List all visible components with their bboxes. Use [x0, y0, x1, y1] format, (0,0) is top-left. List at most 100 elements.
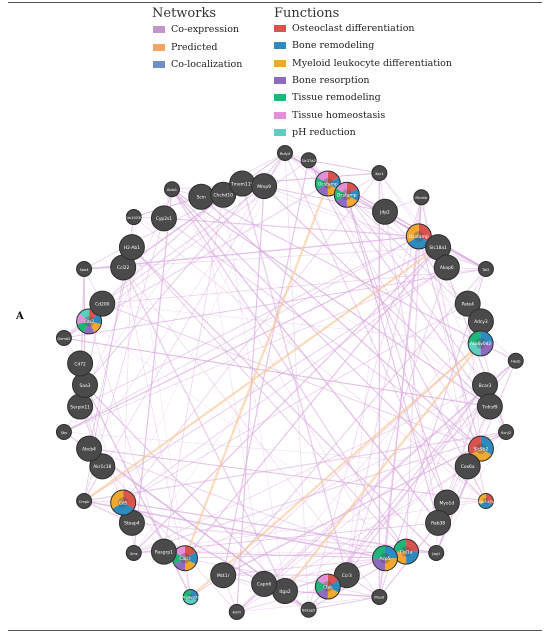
coexpression-edge: [346, 197, 422, 576]
coexpression-edge: [88, 321, 407, 552]
gene-label: Cmpk: [79, 500, 90, 504]
coexpression-edge: [102, 268, 486, 305]
coexpression-edge: [122, 267, 191, 598]
coexpression-edge: [284, 466, 468, 592]
coexpression-edge: [236, 360, 517, 613]
coexpression-edge: [133, 246, 439, 554]
coexpression-edge: [122, 172, 380, 503]
gene-node: Sms: [125, 544, 142, 561]
coexpression-edge: [222, 431, 507, 576]
coexpression-edge: [163, 551, 386, 559]
coexpression-edge: [133, 217, 191, 597]
coexpression-edge: [346, 194, 439, 523]
gene-label: Mmp9: [257, 184, 271, 190]
coexpression-edge: [131, 246, 437, 554]
coexpression-edge: [405, 343, 482, 552]
gene-label: Nckap5: [302, 609, 315, 613]
coexpression-edge: [63, 431, 468, 467]
gene-node: Tmem119: [229, 170, 256, 197]
function-slice: [327, 580, 341, 593]
gene-node: Pate4: [454, 290, 481, 317]
gene-label: Saa3: [80, 383, 91, 389]
gene-node: Capn6: [251, 570, 278, 597]
coexpression-edge: [84, 194, 224, 386]
coexpression-edge: [122, 267, 380, 598]
top-border: [8, 2, 542, 3]
function-slice: [372, 545, 385, 559]
gene-label: Saa4: [80, 268, 90, 272]
gene-node: Rasgrp1: [150, 538, 177, 565]
gene-node: Scin: [188, 183, 215, 210]
coexpression-edge: [63, 267, 447, 433]
coexpression-edge: [346, 267, 448, 576]
gene-label: Rufy4: [280, 152, 291, 156]
coexpression-edge: [346, 194, 448, 503]
gene-node: Xpr1: [371, 165, 388, 182]
gene-node: Dcstamp: [333, 181, 360, 208]
coexpression-edge: [123, 152, 286, 503]
predicted-edge: [189, 342, 482, 598]
gene-label: Kcnj2: [501, 431, 511, 435]
function-slice: [79, 308, 90, 322]
coexpression-edge: [184, 551, 407, 559]
function-slice: [468, 330, 481, 344]
gene-node: Tnfrsf9: [476, 393, 503, 420]
functions-legend-title: Functions: [274, 6, 340, 21]
coexpression-edge: [222, 160, 310, 576]
coexpression-edge: [133, 216, 486, 386]
gene-label: Pate4: [462, 301, 475, 307]
gene-node: Adcy3: [467, 308, 494, 335]
function-slice: [385, 558, 398, 571]
function-legend-swatch: [274, 59, 286, 67]
gene-node: Slc18a1: [425, 234, 452, 261]
gene-label: Tal2: [481, 268, 489, 272]
function-legend-swatch: [274, 111, 286, 119]
function-legend-label: Myeloid leukocyte differentiation: [292, 57, 453, 69]
function-legend-swatch: [274, 128, 286, 136]
gene-node: Plaud: [371, 588, 388, 605]
gene-node: Mcdnb: [413, 189, 430, 206]
function-slice: [372, 558, 385, 571]
gene-label: Amfr: [232, 611, 241, 615]
function-legend-item: Bone resorption: [274, 75, 370, 86]
coexpression-edge: [384, 197, 422, 559]
gene-node: Rufy4: [277, 145, 293, 161]
gene-node: Saa4: [76, 261, 93, 277]
function-legend-item: Tissue remodeling: [274, 92, 381, 103]
coexpression-edge: [308, 159, 487, 502]
coexpression-edge: [171, 188, 439, 524]
coexpression-edge: [84, 235, 419, 270]
network-legend-swatch: [153, 61, 165, 68]
coexpression-edge: [308, 596, 380, 611]
network-legend-item: Co-expression: [153, 24, 239, 35]
function-legend-swatch: [274, 76, 286, 84]
coexpression-edge: [101, 185, 265, 305]
gene-node: Slc37a2: [300, 152, 317, 169]
network-legend-item: Co-localization: [153, 59, 242, 70]
coexpression-edge: [201, 196, 481, 344]
gene-label: Ccl22: [117, 265, 129, 271]
gene-node: Mmp9: [251, 173, 278, 200]
coexpression-edge: [63, 235, 420, 433]
gene-label: Bcar3: [479, 383, 492, 389]
gene-label: Steap4: [124, 521, 140, 527]
gene-node: Amfr: [228, 603, 245, 620]
function-slice: [385, 545, 398, 559]
function-legend-label: Bone resorption: [292, 74, 370, 86]
gene-node: Gm10230: [125, 209, 143, 226]
gene-label: Sbs: [61, 431, 68, 435]
coexpression-edge: [63, 268, 487, 339]
gene-node: Cd5: [110, 489, 137, 516]
function-slice: [83, 321, 95, 334]
function-legend-label: Tissue homeostasis: [292, 109, 386, 121]
function-legend-swatch: [274, 42, 286, 50]
gene-node: Cox6a: [454, 453, 481, 480]
function-slice: [185, 551, 198, 565]
function-legend-label: Osteoclast differentiation: [292, 23, 415, 34]
gene-label: Serpin11: [70, 404, 90, 410]
coexpression-edge: [83, 152, 286, 502]
gene-node: Serpin11: [67, 393, 94, 420]
gene-node: Cd200: [89, 290, 116, 317]
coexpression-edge: [79, 236, 419, 407]
